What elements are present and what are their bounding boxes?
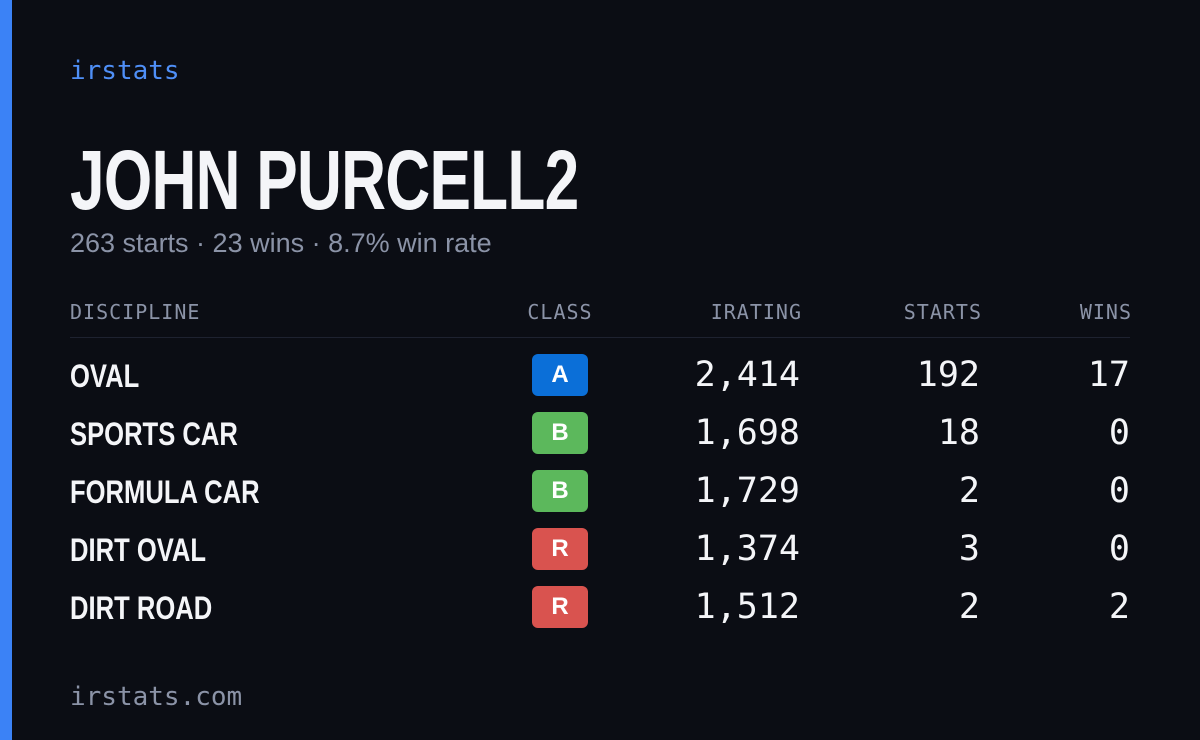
discipline: DIRT OVAL	[70, 532, 207, 568]
class-badge: B	[532, 412, 588, 454]
accent-bar	[0, 0, 12, 740]
irating: 1,698	[694, 413, 800, 453]
discipline: SPORTS CAR	[70, 416, 238, 452]
discipline: FORMULA CAR	[70, 474, 260, 510]
starts: 2	[958, 471, 980, 511]
wins: 2	[1108, 587, 1130, 627]
separator	[70, 337, 1130, 338]
driver-name: JOHN PURCELL2	[70, 133, 579, 227]
irating: 2,414	[694, 355, 800, 395]
wins: 0	[1108, 471, 1130, 511]
column-header: CLASS	[527, 300, 593, 324]
column-header: IRATING	[710, 300, 802, 324]
irating: 1,374	[694, 529, 800, 569]
class-badge: R	[532, 528, 588, 570]
wins: 0	[1108, 529, 1130, 569]
summary: 263 starts · 23 wins · 8.7% win rate	[70, 228, 492, 258]
discipline: DIRT ROAD	[70, 590, 213, 626]
brand: irstats	[70, 56, 180, 86]
irating: 1,729	[694, 471, 800, 511]
irating: 1,512	[694, 587, 800, 627]
starts: 18	[937, 413, 980, 453]
starts: 3	[958, 529, 980, 569]
column-header: STARTS	[903, 300, 982, 324]
wins: 17	[1087, 355, 1130, 395]
discipline: OVAL	[70, 358, 140, 394]
starts: 192	[916, 355, 980, 395]
wins: 0	[1108, 413, 1130, 453]
class-badge: R	[532, 586, 588, 628]
column-header: DISCIPLINE	[70, 300, 201, 324]
class-badge: A	[532, 354, 588, 396]
starts: 2	[958, 587, 980, 627]
footer: irstats.com	[70, 682, 243, 712]
class-badge: B	[532, 470, 588, 512]
column-header: WINS	[1079, 300, 1132, 324]
